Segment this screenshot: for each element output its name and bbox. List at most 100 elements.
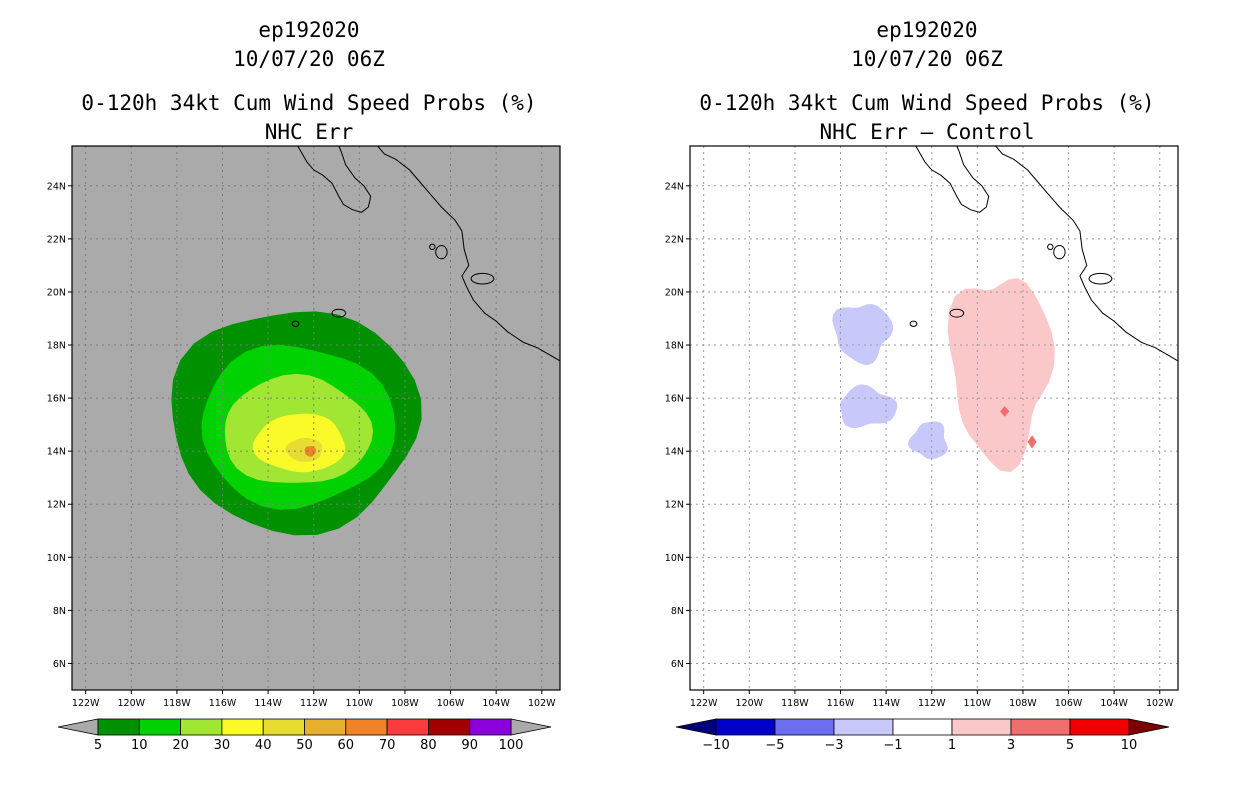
x-tick-label: 118W (163, 698, 191, 709)
coastline-baja (297, 145, 372, 213)
island-outline (435, 245, 448, 260)
x-tick-label: 116W (209, 698, 237, 709)
island-outline (1088, 272, 1113, 285)
x-tick-label: 104W (1100, 698, 1128, 709)
y-tick-label: 18N (665, 341, 684, 352)
x-tick-label: 122W (690, 698, 718, 709)
prob-contour-60 (304, 446, 317, 457)
colorbar-label: 80 (420, 738, 437, 753)
y-tick-label: 12N (47, 500, 66, 511)
x-tick-label: 116W (827, 698, 855, 709)
x-tick-label: 102W (1146, 698, 1174, 709)
x-tick-label: 108W (391, 698, 419, 709)
x-tick-label: 122W (72, 698, 100, 709)
colorbar-swatch (469, 718, 512, 736)
y-tick-label: 14N (47, 447, 66, 458)
diff-region-positive (1027, 435, 1037, 449)
colorbar-label: −3 (824, 738, 843, 753)
diff-region-positive (947, 278, 1055, 473)
y-tick-label: 10N (47, 553, 66, 564)
x-tick-label: 112W (300, 698, 328, 709)
prob-contour-40 (285, 437, 323, 462)
island-outline (1047, 243, 1054, 250)
y-tick-label: 14N (665, 447, 684, 458)
colorbar-over-arrow (510, 718, 552, 736)
y-tick-label: 20N (665, 287, 684, 298)
coastline-baja (915, 145, 990, 213)
panel-nhc-err-minus-control: ep192020 10/07/20 06Z 0-120h 34kt Cum Wi… (618, 0, 1236, 800)
colorbar-label: 100 (499, 738, 524, 753)
colorbar-label: 20 (172, 738, 189, 753)
colorbar-label: 5 (94, 738, 102, 753)
island-outline (331, 308, 347, 318)
y-tick-label: 8N (53, 606, 66, 617)
colorbar-swatch (1010, 718, 1071, 736)
x-tick-label: 118W (781, 698, 809, 709)
colorbar-swatch (304, 718, 347, 736)
plot-area (690, 146, 1178, 690)
colorbar-swatch (97, 718, 140, 736)
colorbar-label: 3 (1007, 738, 1015, 753)
y-tick-label: 20N (47, 287, 66, 298)
colorbar-swatch (345, 718, 388, 736)
colorbar-label: 40 (255, 738, 272, 753)
y-tick-label: 24N (47, 181, 66, 192)
colorbar-label: 50 (296, 738, 313, 753)
x-tick-label: 114W (254, 698, 282, 709)
diff-region-negative (840, 384, 898, 429)
colorbar-swatch (1069, 718, 1130, 736)
colorbar-label: 90 (461, 738, 478, 753)
island-outline (429, 243, 436, 250)
colorbar-under-arrow (675, 718, 717, 736)
y-tick-label: 16N (47, 394, 66, 405)
colorbar-swatch (386, 718, 429, 736)
x-tick-label: 104W (482, 698, 510, 709)
colorbar-swatch (427, 718, 471, 736)
x-tick-label: 106W (1055, 698, 1083, 709)
diff-region-negative (832, 304, 894, 366)
colorbar-swatch (892, 718, 953, 736)
storm-id: ep192020 (876, 18, 978, 42)
island-outline (1053, 245, 1066, 260)
diff-region-positive (1000, 406, 1010, 417)
colorbar-swatch (951, 718, 1012, 736)
x-tick-label: 108W (1009, 698, 1037, 709)
colorbar-label: 30 (214, 738, 231, 753)
storm-id: ep192020 (258, 18, 360, 42)
y-tick-label: 22N (47, 234, 66, 245)
colorbar-swatch (180, 718, 223, 736)
chart-subtitle: NHC Err (264, 120, 354, 144)
colorbar-swatch (715, 718, 776, 736)
map-plot: 6N 8N 10N 12N 14N 16N 18N 20N 22N 24N 122W 120W 118W… (47, 145, 561, 753)
colorbar-label: 1 (948, 738, 956, 753)
x-tick-label: 110W (964, 698, 992, 709)
map-plot: 6N 8N 10N 12N 14N 16N 18N 20N 22N 24N 122W 120W 118W… (665, 145, 1179, 753)
y-tick-label: 18N (47, 341, 66, 352)
colorbar-label: 70 (379, 738, 396, 753)
x-tick-label: 110W (346, 698, 374, 709)
island-outline (291, 320, 300, 327)
y-tick-label: 24N (665, 181, 684, 192)
colorbar-swatch (138, 718, 182, 736)
island-outline (470, 272, 495, 285)
coastline-mexico (377, 145, 561, 362)
chart-subtitle: NHC Err – Control (819, 120, 1035, 144)
y-tick-label: 6N (53, 659, 66, 670)
y-tick-label: 8N (671, 606, 684, 617)
chart-title: 0-120h 34kt Cum Wind Speed Probs (%) (81, 91, 537, 115)
colorbar-under-arrow (57, 718, 99, 736)
colorbar-label: −10 (702, 738, 729, 753)
island-outline (909, 320, 918, 327)
x-tick-label: 114W (872, 698, 900, 709)
colorbar-over-arrow (1128, 718, 1170, 736)
y-tick-label: 12N (665, 500, 684, 511)
y-tick-label: 16N (665, 394, 684, 405)
y-tick-label: 22N (665, 234, 684, 245)
x-tick-label: 102W (528, 698, 556, 709)
plot-frame (689, 145, 1179, 691)
x-tick-label: 120W (736, 698, 764, 709)
x-tick-label: 112W (918, 698, 946, 709)
colorbar-swatch (833, 718, 894, 736)
y-tick-label: 6N (671, 659, 684, 670)
colorbar-label: 5 (1066, 738, 1074, 753)
